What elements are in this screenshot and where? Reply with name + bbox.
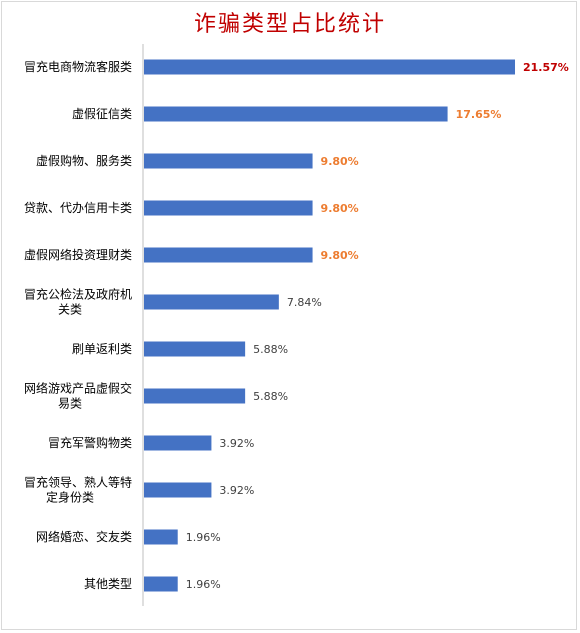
category-label: 网络婚恋、交友类	[36, 529, 132, 544]
category-label: 刷单返利类	[72, 342, 132, 356]
category-label: 冒充公检法及政府机	[24, 287, 132, 302]
data-label: 5.88%	[253, 343, 288, 356]
bar	[144, 529, 178, 545]
category-label: 冒充电商物流客服类	[24, 59, 132, 74]
bar	[144, 435, 212, 451]
bar	[144, 388, 246, 404]
data-label: 17.65%	[456, 108, 502, 121]
data-label: 21.57%	[523, 61, 569, 74]
data-label: 9.80%	[321, 155, 359, 168]
category-label: 冒充军警购物类	[48, 435, 132, 450]
category-label: 贷款、代办信用卡类	[24, 200, 132, 215]
data-label: 5.88%	[253, 390, 288, 403]
bar	[144, 482, 212, 498]
bar	[144, 576, 178, 592]
category-label: 虚假购物、服务类	[36, 153, 132, 168]
data-label: 3.92%	[219, 437, 254, 450]
data-label: 3.92%	[219, 484, 254, 497]
category-label: 网络游戏产品虚假交	[24, 381, 132, 396]
data-label: 1.96%	[186, 531, 221, 544]
data-label: 9.80%	[321, 202, 359, 215]
bar	[144, 294, 279, 310]
bar	[144, 106, 448, 122]
bar	[144, 247, 313, 263]
category-label: 冒充领导、熟人等特	[24, 475, 132, 490]
bar	[144, 200, 313, 216]
data-label: 9.80%	[321, 249, 359, 262]
category-label: 定身份类	[46, 490, 94, 505]
bar	[144, 59, 516, 75]
bar	[144, 153, 313, 169]
category-label: 其他类型	[84, 577, 132, 591]
data-label: 1.96%	[186, 578, 221, 591]
category-label: 虚假网络投资理财类	[24, 247, 132, 262]
category-label: 虚假征信类	[72, 107, 132, 121]
bar	[144, 341, 246, 357]
category-label: 关类	[58, 303, 82, 317]
data-label: 7.84%	[287, 296, 322, 309]
category-label: 易类	[58, 397, 82, 411]
chart-title: 诈骗类型占比统计	[193, 12, 386, 37]
